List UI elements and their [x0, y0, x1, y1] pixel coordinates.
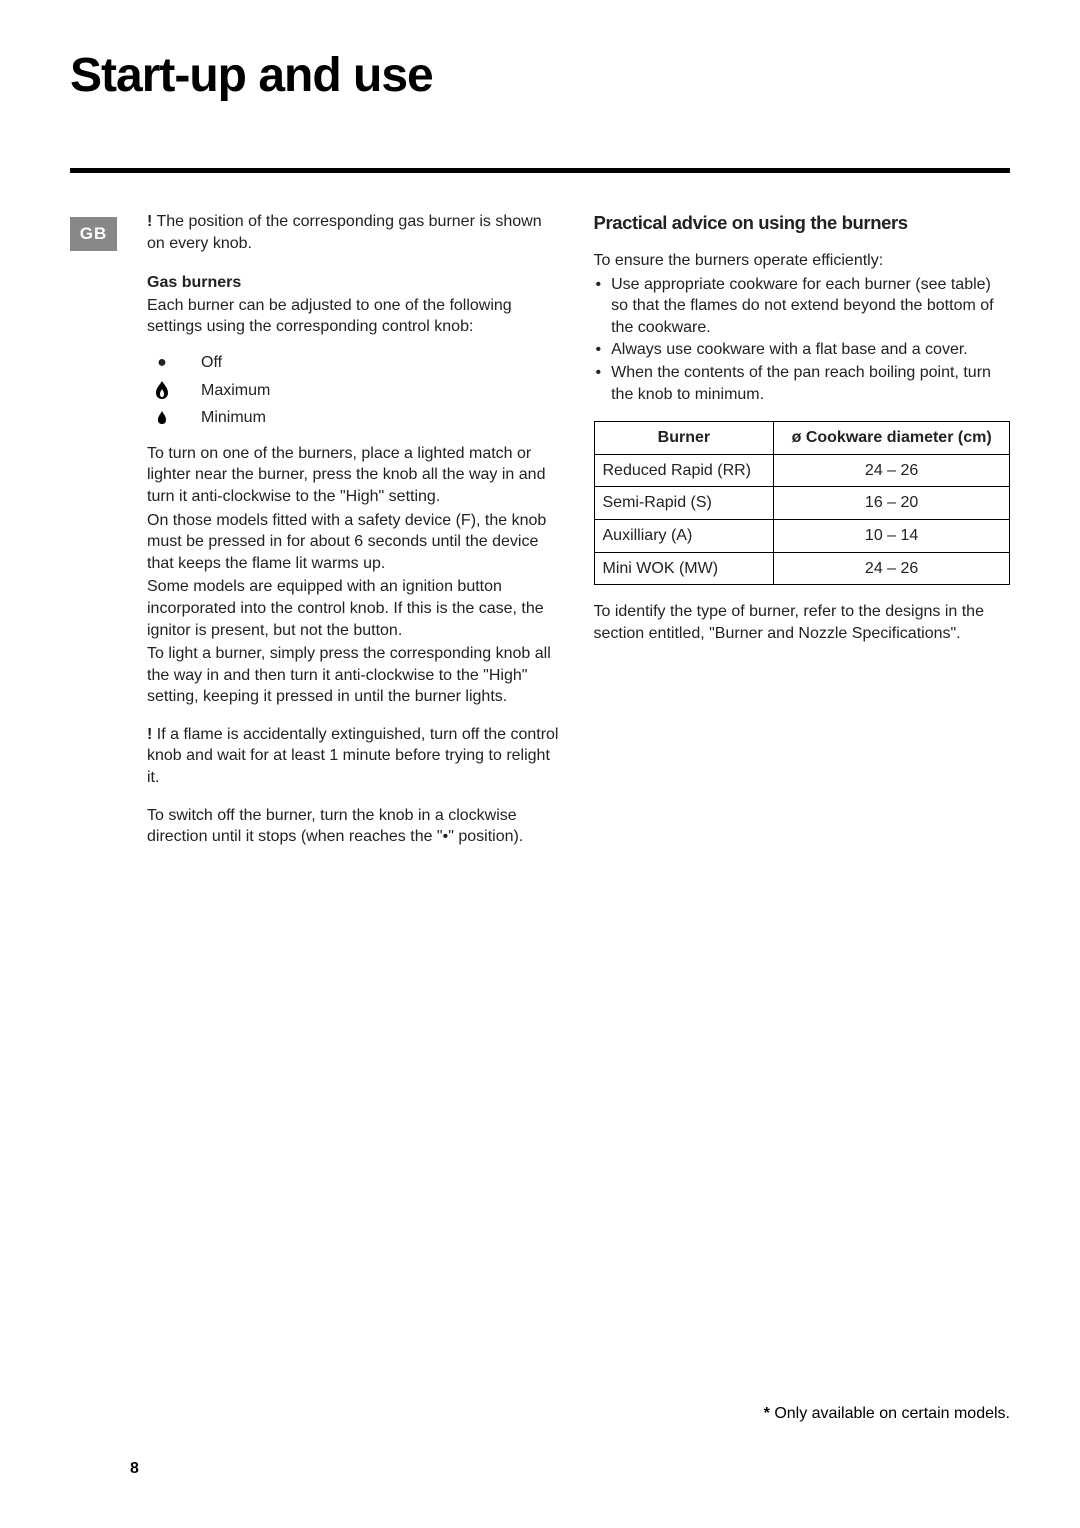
paragraph-2: On those models fitted with a safety dev…	[147, 510, 564, 575]
table-cell-burner: Mini WOK (MW)	[594, 552, 774, 585]
setting-off: ● Off	[151, 352, 564, 374]
bullet-item: When the contents of the pan reach boili…	[594, 362, 1011, 405]
dot-icon: ●	[151, 352, 173, 374]
table-row: Mini WOK (MW) 24 – 26	[594, 552, 1010, 585]
right-column: Practical advice on using the burners To…	[594, 211, 1011, 850]
cookware-table: Burner ø Cookware diameter (cm) Reduced …	[594, 421, 1011, 585]
table-cell-diameter: 10 – 14	[774, 519, 1010, 552]
paragraph-6: To switch off the burner, turn the knob …	[147, 805, 564, 848]
language-badge: GB	[70, 217, 117, 251]
table-cell-diameter: 16 – 20	[774, 487, 1010, 520]
intro-paragraph: ! The position of the corresponding gas …	[147, 211, 564, 254]
bullet-list: Use appropriate cookware for each burner…	[594, 274, 1011, 406]
setting-max: Maximum	[151, 380, 564, 402]
settings-list: ● Off Maximum Minimum	[151, 352, 564, 429]
table-cell-burner: Auxilliary (A)	[594, 519, 774, 552]
table-header-burner: Burner	[594, 422, 774, 455]
paragraph-5: ! If a flame is accidentally extinguishe…	[147, 724, 564, 789]
setting-min: Minimum	[151, 407, 564, 429]
paragraph-3: Some models are equipped with an ignitio…	[147, 576, 564, 641]
paragraph-1: To turn on one of the burners, place a l…	[147, 443, 564, 508]
table-row: Semi-Rapid (S) 16 – 20	[594, 487, 1010, 520]
setting-off-label: Off	[201, 352, 222, 374]
bullet-item: Always use cookware with a flat base and…	[594, 339, 1011, 361]
setting-max-label: Maximum	[201, 380, 270, 402]
table-header-diameter: ø Cookware diameter (cm)	[774, 422, 1010, 455]
divider	[70, 168, 1010, 173]
table-cell-diameter: 24 – 26	[774, 454, 1010, 487]
footnote-text: Only available on certain models.	[774, 1405, 1010, 1422]
bullet-text: Use appropriate cookware for each burner…	[611, 274, 1010, 339]
content-columns: GB ! The position of the corresponding g…	[70, 211, 1010, 850]
bullet-text: When the contents of the pan reach boili…	[611, 362, 1010, 405]
table-cell-diameter: 24 – 26	[774, 552, 1010, 585]
gas-burners-heading: Gas burners	[147, 272, 564, 294]
footnote: * Only available on certain models.	[764, 1405, 1010, 1423]
practical-advice-heading: Practical advice on using the burners	[594, 211, 1011, 236]
gas-burners-text: Each burner can be adjusted to one of th…	[147, 295, 564, 338]
table-header-row: Burner ø Cookware diameter (cm)	[594, 422, 1010, 455]
table-cell-burner: Semi-Rapid (S)	[594, 487, 774, 520]
table-row: Reduced Rapid (RR) 24 – 26	[594, 454, 1010, 487]
setting-min-label: Minimum	[201, 407, 266, 429]
table-cell-burner: Reduced Rapid (RR)	[594, 454, 774, 487]
bullet-text: Always use cookware with a flat base and…	[611, 339, 968, 361]
right-intro: To ensure the burners operate efficientl…	[594, 250, 1011, 272]
table-row: Auxilliary (A) 10 – 14	[594, 519, 1010, 552]
page-number: 8	[130, 1460, 139, 1478]
paragraph-5-text: If a flame is accidentally extinguished,…	[147, 726, 558, 786]
bullet-item: Use appropriate cookware for each burner…	[594, 274, 1011, 339]
flame-small-icon	[151, 410, 173, 425]
left-column: ! The position of the corresponding gas …	[147, 211, 564, 850]
page-title: Start-up and use	[70, 48, 1010, 103]
intro-text: The position of the corresponding gas bu…	[147, 213, 542, 252]
paragraph-4: To light a burner, simply press the corr…	[147, 643, 564, 708]
right-note: To identify the type of burner, refer to…	[594, 601, 1011, 644]
flame-large-icon	[151, 380, 173, 400]
